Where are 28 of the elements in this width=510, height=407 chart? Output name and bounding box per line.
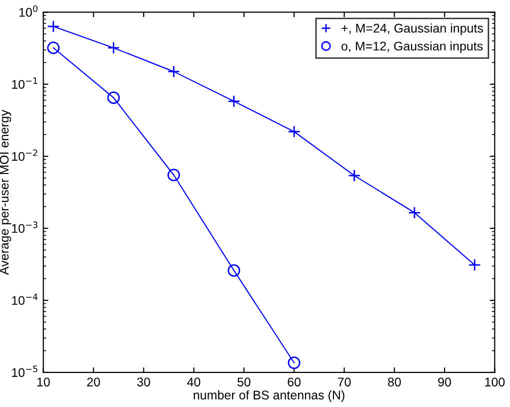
x-tick-label: 60 xyxy=(288,378,301,386)
x-tick-label: 50 xyxy=(238,378,250,386)
x-tick-label: 80 xyxy=(388,378,401,386)
point xyxy=(47,20,60,33)
legend-label: o, M=12, Gaussian inputs xyxy=(342,41,483,54)
point xyxy=(107,91,120,104)
x-tick-label: 40 xyxy=(187,378,200,386)
y-axis-title: Average per-user MOI energy xyxy=(0,110,12,275)
x-tick-label: 70 xyxy=(338,378,351,386)
y-tick-label: 10$^{−5}$ xyxy=(12,366,38,377)
point xyxy=(47,42,60,54)
point xyxy=(288,125,300,138)
y-tick-label: 10$^{−3}$ xyxy=(12,221,38,233)
y-tick-label: 10$^{0}$ xyxy=(19,5,38,17)
x-tick-label: 30 xyxy=(137,378,150,386)
legend-label: +, M=24, Gaussian inputs xyxy=(342,23,484,36)
y-tick-label: 10$^{−4}$ xyxy=(12,294,38,305)
point xyxy=(167,168,180,182)
x-axis-title: number of BS antennas (N) xyxy=(194,390,344,402)
point xyxy=(288,356,300,370)
x-tick-label: 10 xyxy=(37,378,50,386)
y-tick-label: 10$^{−2}$ xyxy=(12,149,38,161)
y-tick-label: 10$^{−1}$ xyxy=(12,78,38,89)
x-tick-label: 20 xyxy=(87,378,100,386)
point xyxy=(228,264,240,277)
x-tick-label: 100 xyxy=(485,378,505,386)
point xyxy=(468,258,481,272)
x-tick-label: 90 xyxy=(438,378,452,386)
